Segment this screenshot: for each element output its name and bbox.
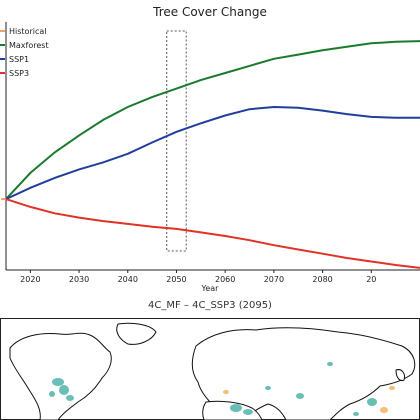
x-tick-label: 2050 bbox=[166, 275, 186, 284]
change-patch bbox=[52, 378, 64, 386]
x-tick-label: 2070 bbox=[264, 275, 284, 284]
chart-legend: Historical Maxforest SSP1 SSP3 bbox=[0, 27, 49, 78]
change-patches bbox=[49, 362, 395, 416]
north-america bbox=[9, 332, 112, 420]
x-tick-labels: 2020 2030 2040 2050 2060 2070 2080 20 bbox=[20, 270, 376, 284]
continents bbox=[9, 322, 416, 420]
highlight-box bbox=[166, 30, 187, 252]
change-patch bbox=[66, 395, 74, 401]
legend-label: Maxforest bbox=[9, 41, 49, 50]
series-line-maxforest bbox=[5, 40, 420, 200]
highlight-rect bbox=[166, 30, 187, 252]
x-tick-label: 2060 bbox=[215, 275, 235, 284]
change-patch bbox=[230, 404, 242, 412]
x-tick-label: 2040 bbox=[118, 275, 138, 284]
chart-title: Tree Cover Change bbox=[152, 5, 267, 19]
series-line-ssp1 bbox=[5, 105, 420, 201]
change-patch bbox=[380, 407, 388, 413]
change-patch bbox=[59, 385, 69, 395]
chart-series bbox=[1, 40, 420, 269]
change-patch bbox=[265, 386, 271, 390]
legend-label: SSP1 bbox=[9, 55, 29, 64]
legend-label: SSP3 bbox=[9, 69, 29, 78]
change-patch bbox=[223, 390, 229, 394]
x-tick-label: 2030 bbox=[69, 275, 89, 284]
change-patch bbox=[49, 391, 55, 397]
legend-label: Historical bbox=[9, 27, 46, 36]
x-tick-label: 20 bbox=[366, 275, 376, 284]
x-axis-label: Year bbox=[201, 284, 220, 293]
change-patch bbox=[389, 386, 395, 390]
world-map bbox=[0, 318, 420, 420]
change-patch bbox=[327, 362, 333, 366]
map-title: 4C_MF – 4C_SSP3 (2095) bbox=[148, 300, 272, 311]
tree-cover-chart: Tree Cover Change 2020 2030 2040 2050 2060 20… bbox=[0, 5, 420, 293]
change-patch bbox=[353, 412, 359, 416]
change-patch bbox=[296, 393, 304, 399]
greenland bbox=[116, 322, 157, 345]
change-patch bbox=[243, 409, 253, 415]
series-line-ssp3 bbox=[5, 198, 420, 269]
change-patch bbox=[367, 398, 377, 406]
chart-axes bbox=[5, 22, 420, 271]
japan bbox=[395, 369, 405, 381]
x-tick-label: 2080 bbox=[312, 275, 332, 284]
x-tick-label: 2020 bbox=[20, 275, 40, 284]
